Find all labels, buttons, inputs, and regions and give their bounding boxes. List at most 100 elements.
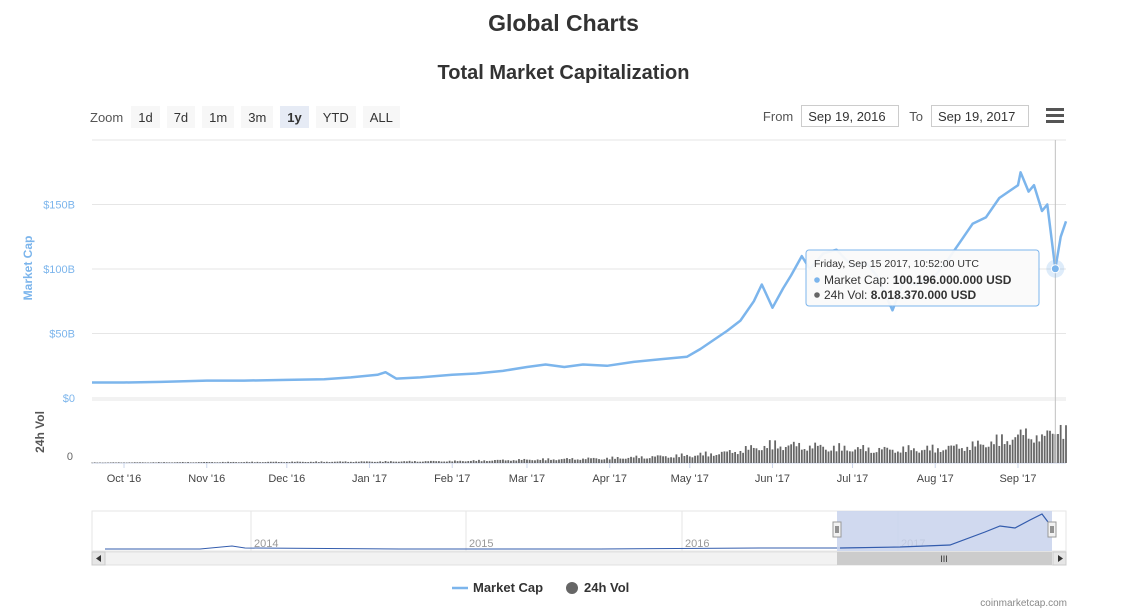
credit-text: coinmarketcap.com — [980, 598, 1067, 609]
zoom-toolbar: Zoom 1d 7d 1m 3m 1y YTD ALL — [90, 105, 407, 129]
volume-bar — [419, 461, 422, 463]
legend-volume-label[interactable]: 24h Vol — [584, 580, 629, 595]
tooltip-header: Friday, Sep 15 2017, 10:52:00 UTC — [814, 258, 979, 270]
volume-bar — [232, 461, 235, 463]
volume-bar — [985, 447, 987, 463]
legend-market-cap-label[interactable]: Market Cap — [473, 580, 543, 595]
x-tick-label: Dec '16 — [268, 473, 305, 485]
volume-bar — [886, 447, 889, 463]
volume-bar — [1030, 439, 1033, 463]
volume-bar — [862, 445, 865, 463]
volume-bar — [459, 460, 462, 463]
to-date-input[interactable] — [931, 105, 1029, 127]
volume-bar — [771, 449, 774, 463]
navigator-tick-label: 2016 — [685, 538, 709, 550]
volume-bar — [875, 452, 878, 463]
volume-bar — [670, 457, 672, 463]
volume-bar — [157, 462, 160, 463]
volume-bar — [1033, 442, 1035, 463]
volume-bar — [136, 462, 139, 463]
tooltip-box — [805, 249, 1040, 307]
volume-bar — [795, 446, 798, 463]
volume-bar — [603, 459, 606, 463]
volume-bar — [939, 451, 942, 463]
zoom-1y-button[interactable]: 1y — [280, 106, 309, 128]
volume-bar — [600, 459, 603, 463]
zoom-ytd-button[interactable]: YTD — [315, 106, 356, 128]
volume-bar — [373, 461, 376, 463]
volume-bar — [379, 461, 382, 463]
navigator-handle[interactable] — [832, 521, 842, 538]
volume-bar — [792, 441, 795, 463]
volume-bar — [912, 448, 915, 463]
volume-bar — [827, 451, 830, 463]
volume-bar — [675, 454, 678, 463]
volume-bar — [349, 461, 352, 463]
volume-bar — [1011, 439, 1014, 463]
volume-bar — [117, 462, 120, 463]
volume-bar — [683, 456, 686, 463]
volume-bar — [958, 448, 961, 463]
volume-axis-title: 24h Vol — [33, 411, 47, 453]
volume-bar — [536, 459, 539, 463]
volume-bar — [888, 449, 891, 463]
volume-bar — [133, 462, 136, 463]
navigator-selection — [837, 511, 1052, 551]
zoom-3m-button[interactable]: 3m — [241, 106, 274, 128]
volume-bar — [413, 461, 416, 463]
volume-bar — [929, 450, 931, 463]
volume-bar — [776, 448, 779, 463]
volume-bar — [566, 458, 568, 463]
volume-bar — [627, 457, 630, 463]
volume-bar — [608, 459, 611, 463]
zoom-all-button[interactable]: ALL — [362, 106, 400, 128]
volume-bar — [307, 462, 310, 463]
zoom-1m-button[interactable]: 1m — [202, 106, 235, 128]
volume-bar — [651, 456, 654, 463]
volume-bar — [397, 461, 400, 463]
volume-bar — [221, 461, 224, 463]
navigator-handle[interactable] — [1047, 521, 1057, 538]
volume-bar — [539, 459, 542, 463]
volume-bar — [181, 461, 184, 463]
volume-bar — [726, 451, 729, 463]
scrollbar-thumb[interactable] — [837, 552, 1052, 565]
volume-bar — [104, 462, 107, 464]
volume-bar — [483, 460, 486, 463]
volume-bar — [758, 450, 761, 463]
volume-bar — [245, 461, 248, 463]
volume-bar — [979, 444, 982, 463]
from-label: From — [762, 108, 794, 124]
volume-bar — [563, 458, 566, 463]
y-axis-title: Market Cap — [21, 236, 35, 301]
volume-bar — [515, 460, 518, 463]
volume-bar — [971, 441, 974, 463]
hamburger-menu-icon[interactable] — [1046, 108, 1064, 124]
from-date-input[interactable] — [801, 105, 900, 127]
volume-bar — [899, 452, 902, 463]
volume-bar — [744, 446, 747, 463]
volume-bar — [616, 457, 619, 463]
volume-bar — [555, 460, 558, 463]
volume-bar — [499, 459, 502, 463]
volume-bar — [910, 450, 913, 463]
volume-bar — [1049, 430, 1051, 463]
zoom-7d-button[interactable]: 7d — [166, 106, 196, 128]
volume-bar — [902, 446, 905, 463]
volume-bar — [787, 445, 790, 463]
volume-bar — [227, 461, 229, 463]
volume-bar — [251, 461, 254, 463]
volume-bar — [1003, 444, 1006, 463]
volume-bar — [664, 456, 667, 463]
volume-bar — [288, 462, 291, 463]
zoom-1d-button[interactable]: 1d — [131, 106, 160, 128]
volume-bar — [93, 462, 96, 463]
x-tick-label: Jun '17 — [755, 473, 790, 485]
volume-bar — [918, 452, 921, 463]
volume-bar — [632, 457, 635, 463]
volume-bar — [1057, 434, 1059, 463]
volume-bar — [438, 461, 440, 463]
volume-bar — [993, 444, 995, 463]
volume-bar — [819, 444, 822, 463]
